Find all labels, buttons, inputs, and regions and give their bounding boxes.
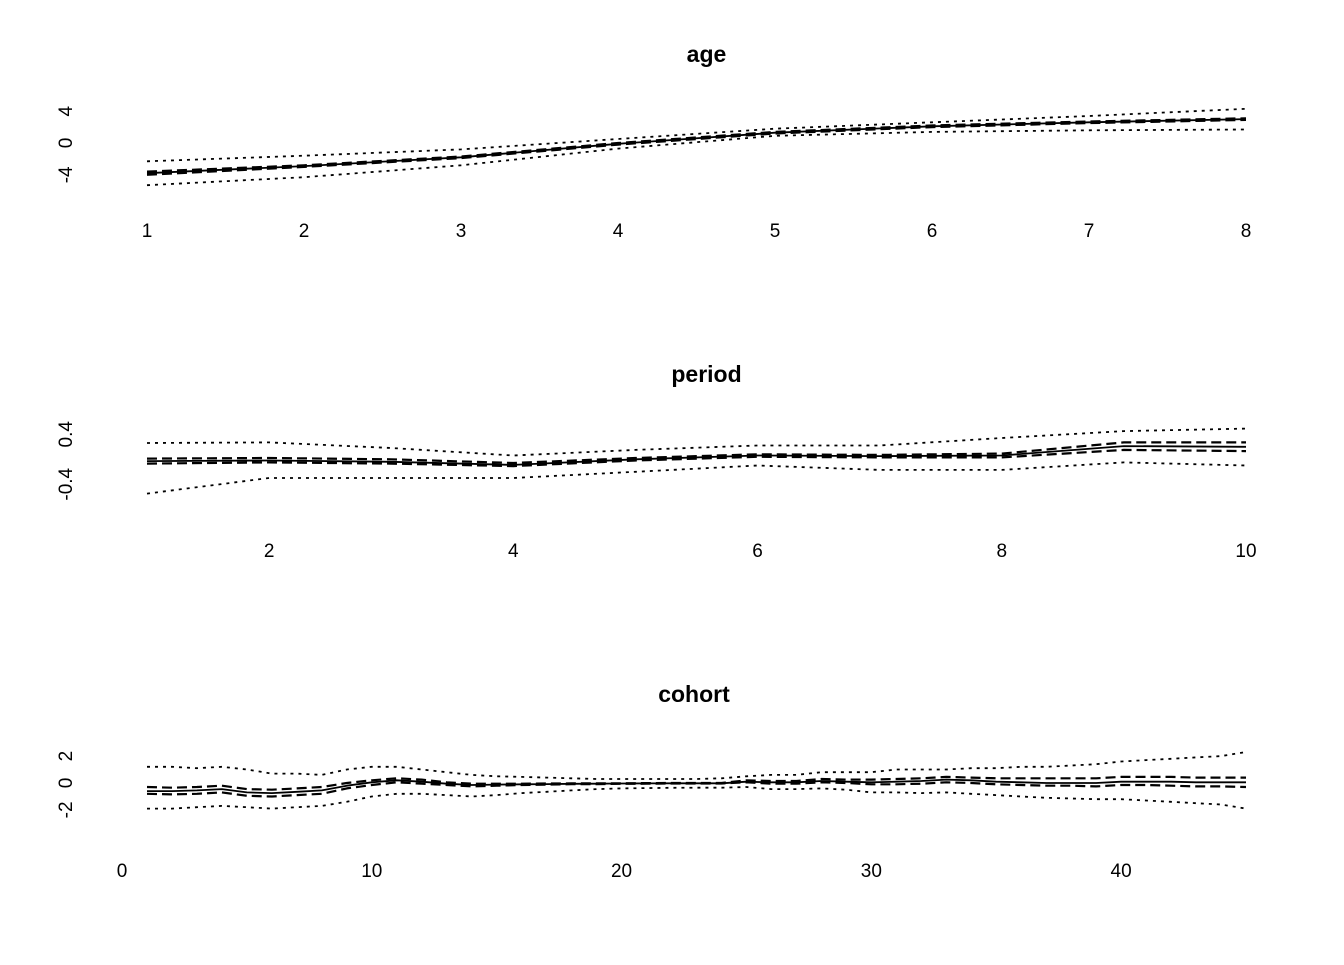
x-tick-label: 5: [770, 221, 781, 242]
panel-title: period: [671, 361, 741, 387]
x-tick-label: 4: [508, 541, 519, 562]
x-tick-label: 6: [927, 221, 938, 242]
y-tick-label: 0: [56, 138, 77, 149]
y-tick-label: 0.4: [56, 421, 77, 448]
series-line-dashed-2: [146, 448, 1247, 468]
x-tick-label: 8: [1241, 221, 1252, 242]
y-tick-label: 0: [56, 778, 77, 789]
y-tick-label: 4: [56, 105, 77, 116]
series-line-dashed-1: [146, 441, 1246, 465]
series-line-dotted-3: [146, 107, 1247, 163]
series-line-dashed-2: [146, 781, 1247, 798]
y-tick-label: 2: [56, 751, 77, 762]
y-tick-label: -2: [56, 801, 77, 818]
x-tick-label: 20: [611, 861, 632, 882]
x-tick-label: 1: [142, 221, 153, 242]
x-tick-label: 10: [361, 861, 382, 882]
x-tick-label: 30: [861, 861, 882, 882]
series-line-solid-0: [147, 778, 1246, 794]
x-tick-label: 6: [752, 541, 763, 562]
series-line-dashed-1: [146, 775, 1246, 791]
series-line-dashed-1: [146, 117, 1247, 173]
x-tick-label: 10: [1235, 541, 1256, 562]
panel-period: period 2 4 6 8 10 -0.4 0.4: [56, 361, 1257, 562]
series-line-solid-0: [146, 445, 1247, 466]
y-tick-label: -4: [56, 166, 77, 183]
x-tick-label: 3: [456, 221, 467, 242]
x-tick-label: 2: [264, 541, 275, 562]
x-tick-label: 4: [613, 221, 624, 242]
x-tick-label: 7: [1084, 221, 1095, 242]
panel-age: age 1 2 3 4 5 6 7 8 -4 0 4: [56, 41, 1251, 242]
panel-title: age: [687, 41, 727, 67]
series-line-solid-0: [146, 118, 1247, 175]
x-tick-label: 2: [299, 221, 310, 242]
panel-title: cohort: [658, 681, 730, 707]
panel-cohort: cohort 0 10 20 30 40 -2 0 2: [56, 681, 1247, 882]
x-tick-label: 8: [996, 541, 1007, 562]
series-line-dotted-4: [146, 461, 1247, 495]
series-line-dotted-3: [147, 751, 1247, 780]
y-tick-label: -0.4: [56, 467, 77, 500]
series-line-dashed-2: [146, 118, 1247, 176]
x-tick-label: 0: [117, 861, 128, 882]
x-tick-label: 40: [1111, 861, 1132, 882]
